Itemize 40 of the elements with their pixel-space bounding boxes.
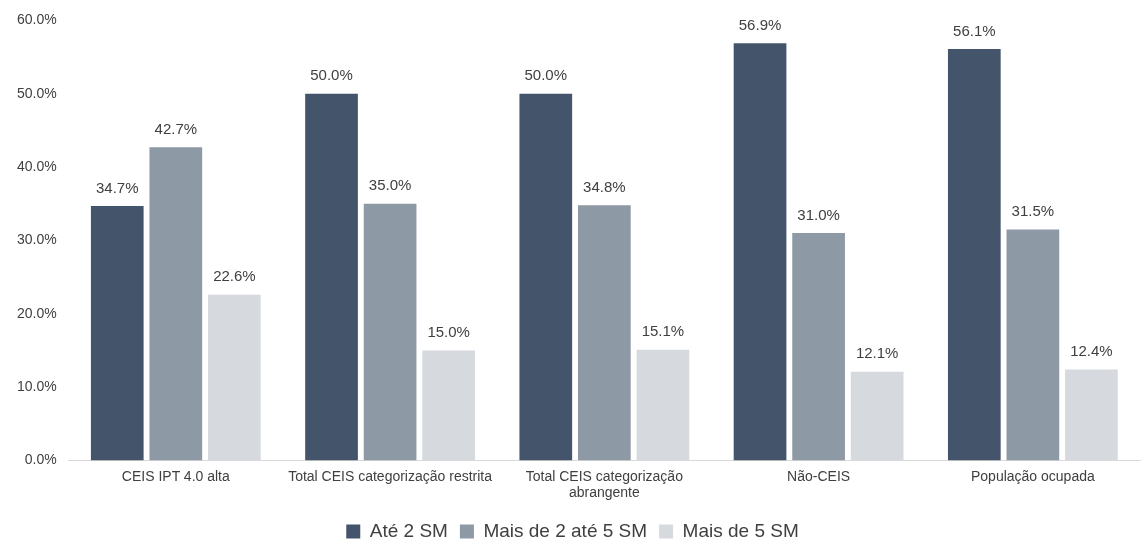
x-tick-label: População ocupada: [970, 467, 1095, 484]
x-tick-label: Total CEIS categorização restrita: [288, 467, 493, 484]
data-label: 34.7%: [95, 178, 139, 196]
x-tick-label: CEIS IPT 4.0 alta: [121, 467, 230, 484]
bar: [363, 203, 417, 461]
data-label: 35.0%: [368, 176, 412, 194]
data-label: 31.0%: [797, 205, 840, 223]
data-label: 34.8%: [583, 177, 626, 195]
legend-label: Mais de 2 até 5 SM: [483, 519, 648, 541]
data-label: 12.1%: [855, 344, 899, 362]
data-label: 42.7%: [154, 119, 198, 137]
legend-label: Mais de 5 SM: [682, 519, 799, 541]
data-label: 15.0%: [427, 323, 470, 341]
x-tick-label: Total CEIS categorização abrangente: [525, 467, 684, 501]
y-tick-label: 10.0%: [16, 377, 57, 394]
data-label: 56.1%: [953, 21, 996, 39]
data-label: 50.0%: [310, 66, 353, 84]
data-label: 15.1%: [641, 322, 685, 340]
legend-label: Até 2 SM: [369, 519, 448, 541]
y-tick-label: 0.0%: [24, 451, 57, 468]
bar: [792, 233, 845, 461]
y-tick-label: 50.0%: [16, 84, 57, 101]
bar: [90, 205, 144, 461]
y-tick-label: 20.0%: [16, 304, 57, 321]
bar: [947, 49, 1001, 461]
bar: [305, 93, 358, 461]
bar: [519, 93, 573, 461]
data-label: 56.9%: [738, 15, 782, 33]
y-tick-label: 60.0%: [16, 11, 57, 28]
bar: [149, 147, 203, 461]
data-label: 31.5%: [1011, 202, 1055, 220]
data-label: 50.0%: [524, 66, 568, 84]
y-tick-label: 30.0%: [16, 231, 57, 248]
x-tick-label: Não-CEIS: [787, 467, 851, 484]
y-tick-label: 40.0%: [16, 157, 57, 174]
bar: [1006, 229, 1060, 461]
bar: [577, 205, 631, 461]
data-label: 12.4%: [1070, 342, 1113, 360]
data-label: 22.6%: [213, 267, 256, 285]
bar: [733, 43, 787, 461]
